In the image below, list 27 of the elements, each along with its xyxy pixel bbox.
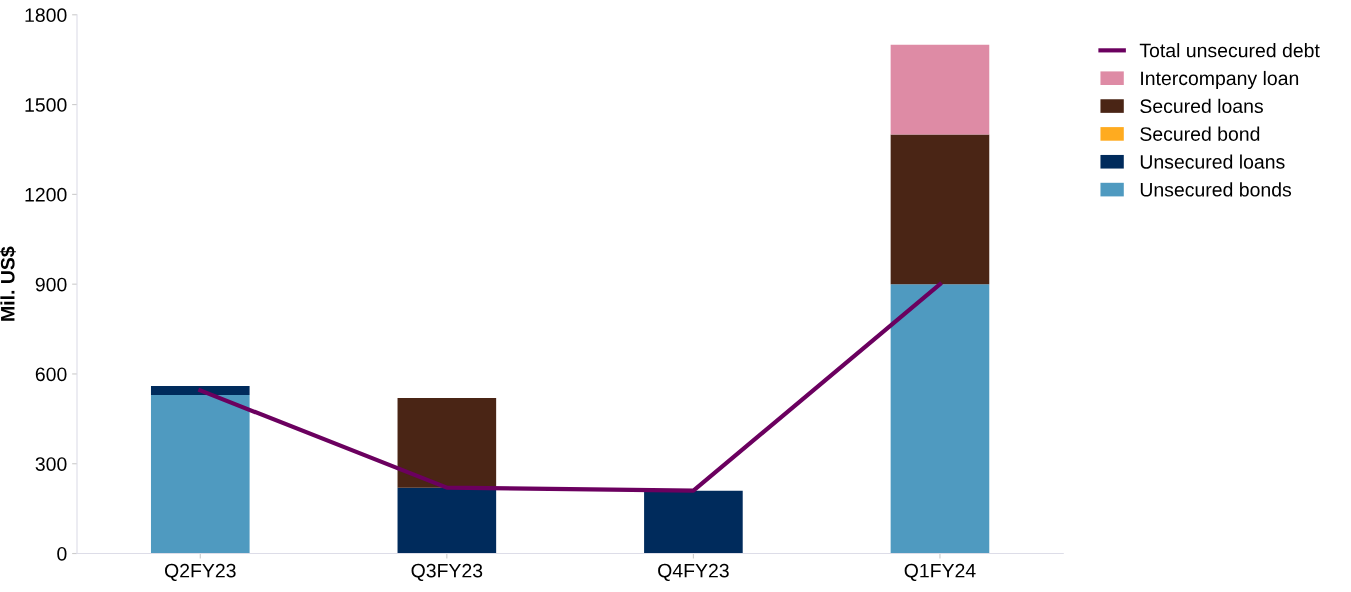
legend-label: Unsecured bonds [1140, 182, 1292, 197]
legend-label: Total unsecured debt [1139, 43, 1320, 58]
legend-label: Unsecured loans [1140, 154, 1285, 169]
line-series [198, 282, 943, 493]
bar [890, 44, 990, 135]
y-tick-label: 600 [35, 367, 67, 382]
y-tick-label: 1800 [25, 8, 67, 23]
x-tick-label: Q3FY23 [411, 563, 483, 582]
y-tick-label: 0 [57, 546, 67, 561]
y-tick-label: 900 [35, 277, 67, 292]
x-tick-label: Q1FY24 [904, 563, 976, 582]
y-tick-label: 1500 [25, 98, 67, 112]
x-tick-label: Q2FY23 [165, 563, 236, 582]
bar [150, 394, 250, 554]
legend-label: Secured bond [1140, 126, 1260, 141]
y-tick-label: 1200 [25, 187, 67, 202]
x-tick-label: Q4FY23 [658, 563, 729, 582]
legend-label: Secured loans [1140, 98, 1263, 114]
bar [644, 490, 743, 554]
legend-label: Intercompany loan [1141, 70, 1299, 90]
bar [150, 385, 250, 395]
bar [890, 134, 990, 285]
bar [890, 284, 990, 554]
y-tick-label: 300 [35, 457, 67, 471]
bar [397, 487, 497, 554]
bar [397, 397, 497, 488]
y-axis-title: Mil. US$ [0, 246, 16, 321]
